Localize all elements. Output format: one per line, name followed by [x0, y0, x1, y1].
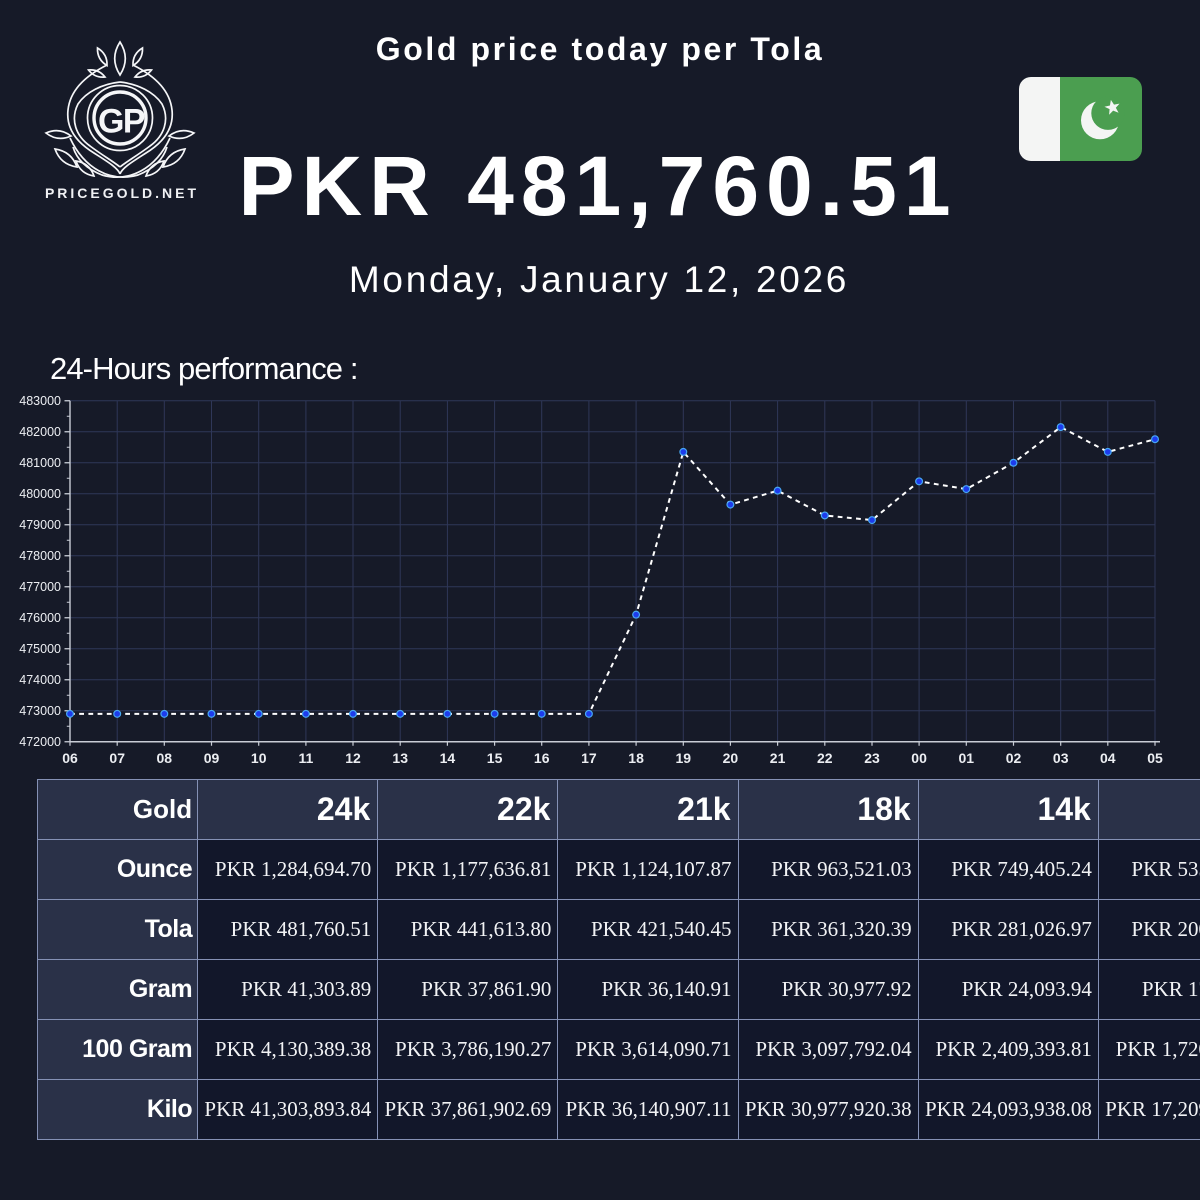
svg-text:02: 02 [1006, 750, 1022, 766]
svg-text:05: 05 [1147, 750, 1163, 766]
svg-text:475000: 475000 [19, 642, 61, 656]
svg-text:23: 23 [864, 750, 880, 766]
svg-text:472000: 472000 [19, 735, 61, 749]
svg-text:14: 14 [440, 750, 456, 766]
svg-text:483000: 483000 [19, 394, 61, 408]
svg-text:474000: 474000 [19, 673, 61, 687]
svg-text:09: 09 [204, 750, 220, 766]
svg-text:18: 18 [628, 750, 644, 766]
svg-text:GP: GP [98, 103, 145, 141]
svg-text:473000: 473000 [19, 704, 61, 718]
svg-text:21: 21 [770, 750, 786, 766]
svg-text:17: 17 [581, 750, 597, 766]
svg-text:482000: 482000 [19, 425, 61, 439]
svg-text:10: 10 [251, 750, 267, 766]
svg-text:481000: 481000 [19, 456, 61, 470]
svg-text:04: 04 [1100, 750, 1116, 766]
svg-text:08: 08 [157, 750, 173, 766]
svg-text:06: 06 [62, 750, 78, 766]
svg-text:03: 03 [1053, 750, 1069, 766]
svg-text:22: 22 [817, 750, 833, 766]
svg-text:01: 01 [959, 750, 975, 766]
svg-text:479000: 479000 [19, 518, 61, 532]
svg-text:19: 19 [676, 750, 692, 766]
svg-text:16: 16 [534, 750, 550, 766]
svg-text:477000: 477000 [19, 580, 61, 594]
svg-text:478000: 478000 [19, 549, 61, 563]
svg-text:20: 20 [723, 750, 739, 766]
svg-text:12: 12 [345, 750, 361, 766]
svg-text:476000: 476000 [19, 611, 61, 625]
svg-text:13: 13 [392, 750, 408, 766]
svg-text:11: 11 [298, 750, 313, 766]
svg-text:07: 07 [109, 750, 125, 766]
svg-text:00: 00 [911, 750, 927, 766]
svg-text:15: 15 [487, 750, 503, 766]
svg-text:480000: 480000 [19, 487, 61, 501]
